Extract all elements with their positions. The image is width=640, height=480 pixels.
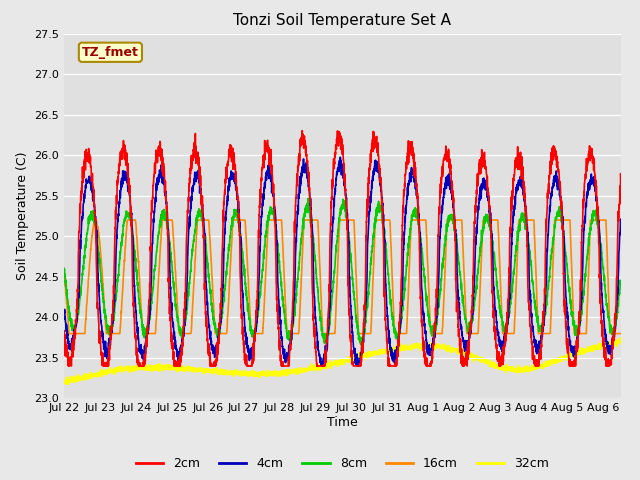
X-axis label: Time: Time [327, 416, 358, 429]
Y-axis label: Soil Temperature (C): Soil Temperature (C) [16, 152, 29, 280]
Text: TZ_fmet: TZ_fmet [82, 46, 139, 59]
Legend: 2cm, 4cm, 8cm, 16cm, 32cm: 2cm, 4cm, 8cm, 16cm, 32cm [131, 452, 554, 475]
Title: Tonzi Soil Temperature Set A: Tonzi Soil Temperature Set A [234, 13, 451, 28]
